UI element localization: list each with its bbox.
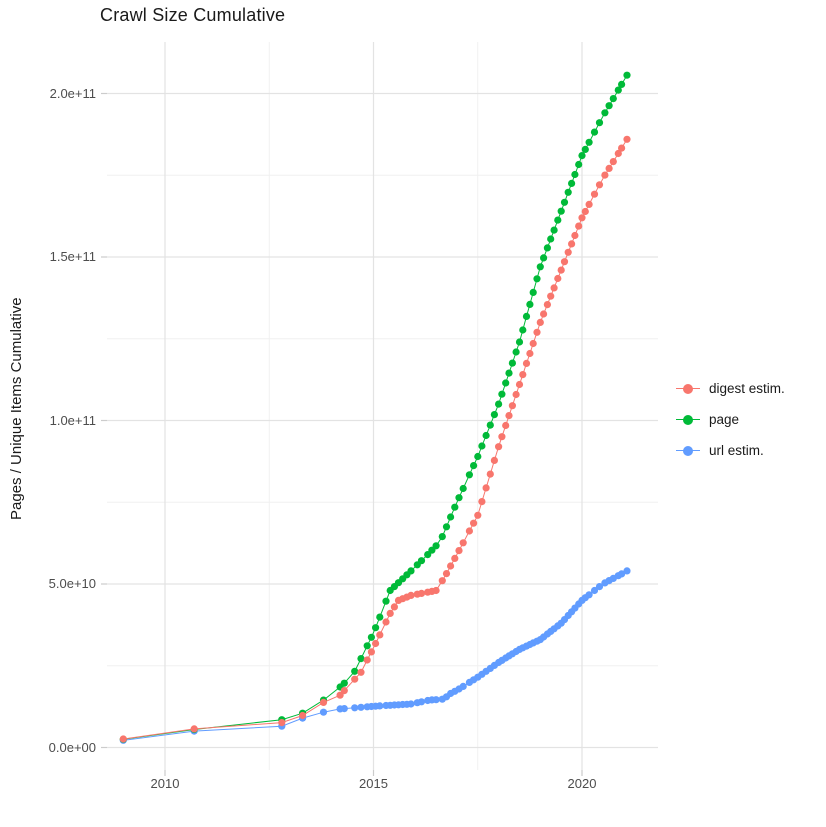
series-url-estim (119, 567, 631, 744)
legend-key-page (676, 412, 700, 428)
y-tick-label: 2.0e+11 (49, 85, 96, 101)
y-axis-title: Pages / Unique Items Cumulative (8, 297, 25, 521)
legend-item-url-estim: url estim. (676, 440, 785, 461)
axis-tick-marks (101, 92, 583, 776)
gridlines (107, 42, 658, 770)
legend-key-digest-estim (676, 381, 700, 397)
legend-dot-icon (683, 383, 693, 394)
legend-dot-icon (683, 414, 693, 425)
legend-item-digest-estim: digest estim. (676, 378, 785, 399)
legend-key-url-estim (676, 443, 700, 459)
y-tick-label: 1.5e+11 (49, 249, 96, 264)
legend-label-digest-estim: digest estim. (709, 381, 785, 396)
x-tick-label: 2015 (359, 776, 388, 791)
legend-dot-icon (683, 445, 693, 456)
legend-label-url-estim: url estim. (709, 443, 764, 458)
y-tick-label: 5.0e+10 (48, 576, 96, 591)
x-tick-label: 2020 (567, 776, 597, 791)
chart-title: Crawl Size Cumulative (100, 5, 286, 25)
series-digest-estim (119, 135, 631, 743)
y-tick-label: 1.0e+11 (49, 412, 96, 428)
y-tick-label: 0.0e+00 (48, 739, 96, 755)
legend: digest estim. page url estim. (676, 378, 785, 461)
legend-item-page: page (676, 409, 785, 430)
legend-label-page: page (709, 412, 740, 427)
x-tick-label: 2010 (150, 776, 180, 791)
